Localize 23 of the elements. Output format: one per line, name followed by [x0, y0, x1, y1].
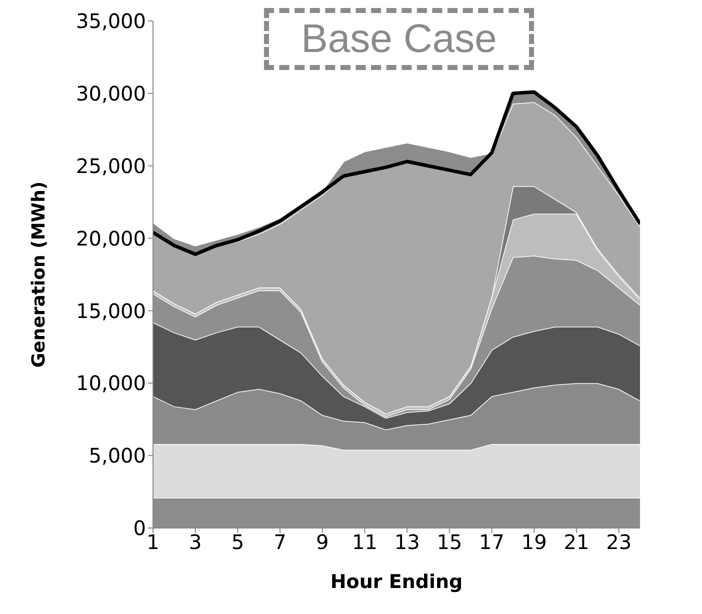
x-tick-label: 5: [231, 530, 244, 554]
x-tick-label: 9: [316, 530, 329, 554]
y-tick-label: 25,000: [76, 154, 146, 178]
y-tick-label: 20,000: [76, 226, 146, 250]
x-tick-label: 23: [606, 530, 632, 554]
x-tick-label: 15: [436, 530, 462, 554]
annotation: Base Case: [264, 8, 534, 70]
x-tick-label: 13: [394, 530, 420, 554]
x-tick-label: 7: [274, 530, 286, 554]
x-tick-label: 17: [479, 530, 505, 554]
y-axis-title: Generation (MWh): [28, 181, 50, 368]
y-tick-label: 5,000: [88, 444, 146, 468]
y-tick-label: 10,000: [76, 371, 146, 396]
y-tick-label: 15,000: [76, 298, 146, 323]
y-tick-label: 35,000: [76, 9, 146, 34]
x-axis-title: Hour Ending: [330, 571, 463, 593]
x-tick-label: 19: [521, 530, 547, 554]
y-tick-label: 30,000: [76, 82, 146, 106]
x-tick-label: 11: [352, 530, 378, 554]
x-tick-label: 3: [188, 530, 202, 554]
x-tick-label: 1: [146, 530, 160, 554]
y-tick-label: 0: [133, 516, 146, 540]
x-tick-label: 21: [564, 530, 590, 554]
